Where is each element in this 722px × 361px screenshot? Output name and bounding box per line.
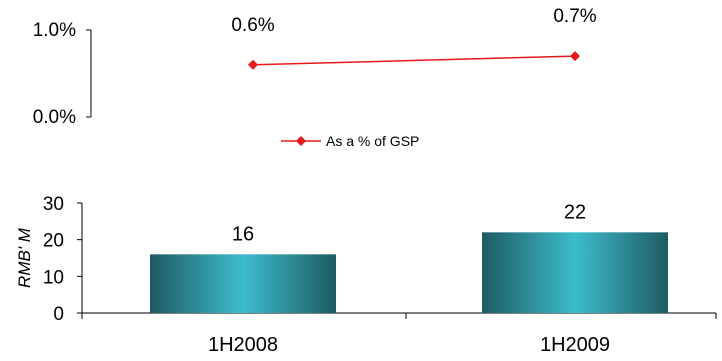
gsp-point-1h2009 (570, 51, 580, 62)
revenue-y-tick-label: 20 (43, 231, 64, 252)
legend: As a % of GSP (281, 133, 419, 149)
gsp-percentage-line (252, 55, 576, 66)
percentage-y-tick-label: 1.0% (33, 20, 76, 41)
bar-1h2009 (482, 232, 668, 313)
bar-data-label-1h2008: 16 (232, 223, 254, 245)
gsp-data-label-1h2009: 0.7% (553, 6, 596, 27)
category-label-1h2009: 1H2009 (540, 334, 610, 356)
legend-diamond-marker (296, 136, 306, 146)
revenue-y-tick-label: 30 (43, 194, 64, 215)
bar-data-label-1h2009: 22 (564, 201, 586, 223)
legend-label: As a % of GSP (326, 133, 419, 149)
revenue-y-axis-title: RMB' M (15, 227, 34, 288)
percentage-y-tick-label: 0.0% (33, 107, 76, 128)
gsp-percentage-markers (248, 51, 580, 70)
bar-1h2008 (150, 254, 336, 313)
revenue-y-tick-label: 0 (53, 304, 64, 325)
gsp-point-1h2008 (248, 59, 258, 70)
category-labels: 1H2008 1H2009 (208, 334, 610, 356)
category-x-ticks (81, 313, 717, 319)
category-label-1h2008: 1H2008 (208, 334, 278, 356)
revenue-y-ticks: 0 10 20 30 (43, 194, 82, 325)
gsp-percentage-data-labels: 0.6% 0.7% (231, 6, 596, 36)
percentage-y-ticks: 1.0% 0.0% (33, 20, 91, 128)
revenue-bars (150, 232, 668, 313)
gsp-data-label-1h2008: 0.6% (231, 15, 274, 36)
revenue-y-tick-label: 10 (43, 267, 64, 288)
percentage-line-chart: 1.0% 0.0% 0.6% 0.7% As a % of GSP (33, 6, 597, 149)
